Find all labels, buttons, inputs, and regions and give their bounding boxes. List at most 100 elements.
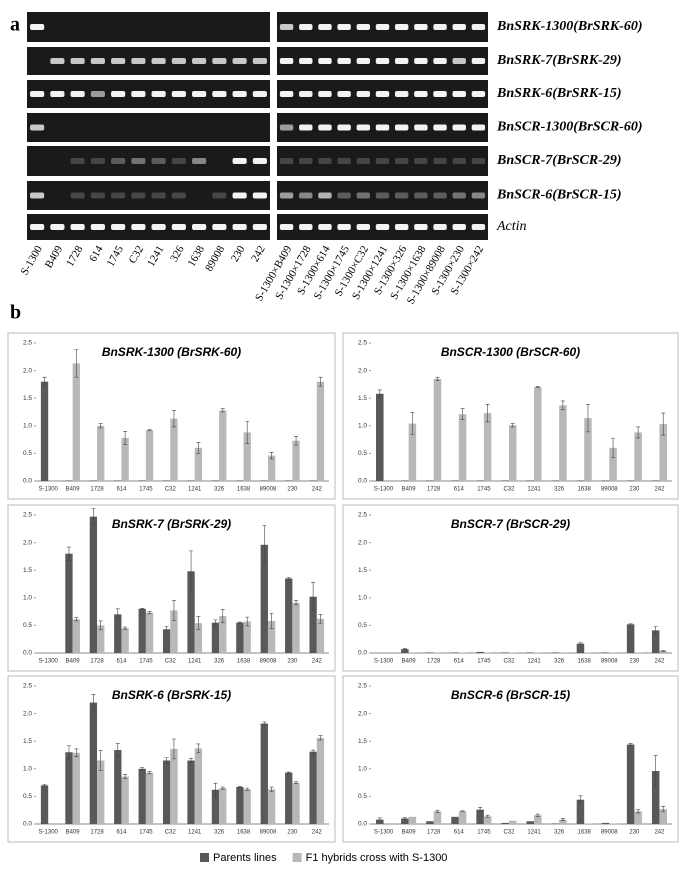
bar: [211, 480, 220, 481]
chart-frame: [7, 332, 336, 500]
y-tick-label: 1.5: [23, 567, 32, 574]
y-tick-label: 0.0: [358, 650, 367, 657]
gel-band: [471, 158, 486, 164]
bar: [138, 480, 146, 481]
x-tick-label: 1241: [527, 830, 541, 836]
bar: [211, 789, 220, 824]
x-tick-label: S-1300: [374, 487, 394, 493]
gel-band: [299, 224, 313, 230]
gel-band: [111, 192, 126, 199]
gel-band: [394, 224, 409, 230]
y-tick-label: 1.0: [358, 766, 367, 773]
error-bar: [42, 376, 47, 387]
x-tick-label: 230: [287, 487, 298, 493]
gel-band: [279, 158, 294, 164]
x-tick-label: B409: [402, 659, 417, 665]
x-tick-label: S-1300: [39, 659, 59, 665]
error-bar: [410, 412, 415, 435]
error-bar: [123, 774, 128, 780]
y-tick-label: 0.5: [358, 450, 367, 457]
gel-band: [433, 124, 447, 131]
lane-label: B409: [43, 243, 66, 270]
x-tick-label: C32: [503, 659, 515, 665]
lane-label: 1728: [64, 243, 86, 268]
gel-band: [232, 158, 247, 164]
gel-band: [414, 58, 428, 64]
error-bar: [237, 621, 242, 624]
x-tick-label: 230: [629, 830, 640, 836]
error-bar: [171, 738, 176, 760]
gel-band: [433, 158, 447, 164]
error-bar: [66, 745, 71, 760]
x-tick-label: 89008: [260, 830, 277, 836]
error-bar: [262, 721, 267, 726]
x-tick-label: 1728: [90, 659, 104, 665]
gel-band: [433, 192, 447, 199]
y-tick-label: 1.5: [23, 395, 32, 402]
error-bar: [220, 609, 225, 623]
gel-band: [151, 158, 166, 164]
bar: [114, 750, 122, 824]
gel-band: [111, 58, 126, 64]
gel-band: [279, 124, 294, 131]
error-bar: [478, 807, 483, 813]
gel-band: [471, 91, 486, 97]
gene-label: BnSCR-7(BrSCR-29): [496, 153, 621, 168]
bar: [170, 418, 178, 481]
error-bar: [578, 642, 583, 646]
gel-band: [232, 192, 247, 199]
gel-band: [30, 192, 45, 199]
gel-band: [279, 224, 294, 230]
x-tick-label: C32: [165, 659, 177, 665]
gel-band: [356, 224, 371, 230]
x-tick-label: 614: [116, 830, 127, 836]
gel-strip: [27, 181, 270, 210]
error-bar: [115, 608, 120, 621]
bar: [72, 363, 80, 481]
gel-band: [30, 224, 45, 230]
x-tick-label: 242: [312, 659, 323, 665]
gel-band: [394, 58, 409, 64]
error-bar: [560, 400, 565, 411]
bar: [236, 622, 244, 653]
gel-band: [471, 58, 486, 64]
gel-band: [414, 224, 428, 230]
error-bar: [196, 616, 201, 631]
gel-band: [471, 24, 486, 30]
y-tick-label: 0.0: [358, 821, 367, 828]
x-tick-label: 1745: [139, 487, 153, 493]
bar: [401, 818, 409, 824]
bar: [40, 785, 49, 824]
gel-band: [111, 91, 126, 97]
x-tick-label: 1241: [188, 830, 202, 836]
gel-band: [375, 124, 390, 131]
gel-band: [90, 58, 105, 64]
chart-title: BnSCR-7 (BrSCR-29): [451, 517, 570, 531]
y-tick-label: 0.0: [23, 650, 32, 657]
bar: [187, 480, 195, 481]
error-bar: [611, 438, 616, 458]
bar: [458, 811, 467, 824]
bar: [476, 809, 484, 824]
x-tick-label: 326: [554, 487, 565, 493]
gel-band: [111, 158, 126, 164]
error-bar: [269, 786, 274, 792]
bar: [316, 381, 325, 481]
gel-band: [299, 91, 313, 97]
x-tick-label: 1728: [90, 487, 104, 493]
bar: [376, 393, 384, 481]
gel-band: [279, 192, 294, 199]
gel-band: [30, 91, 45, 97]
bar: [292, 782, 300, 824]
gel-band: [70, 224, 85, 230]
error-bar: [213, 782, 218, 797]
bar: [121, 437, 129, 481]
bar: [170, 610, 178, 653]
gel-band: [337, 91, 351, 97]
gel-band: [375, 192, 390, 199]
bar: [162, 480, 171, 481]
error-bar: [661, 806, 666, 813]
error-bar: [147, 771, 152, 775]
error-bar: [286, 577, 291, 580]
y-tick-label: 2.0: [23, 539, 32, 546]
